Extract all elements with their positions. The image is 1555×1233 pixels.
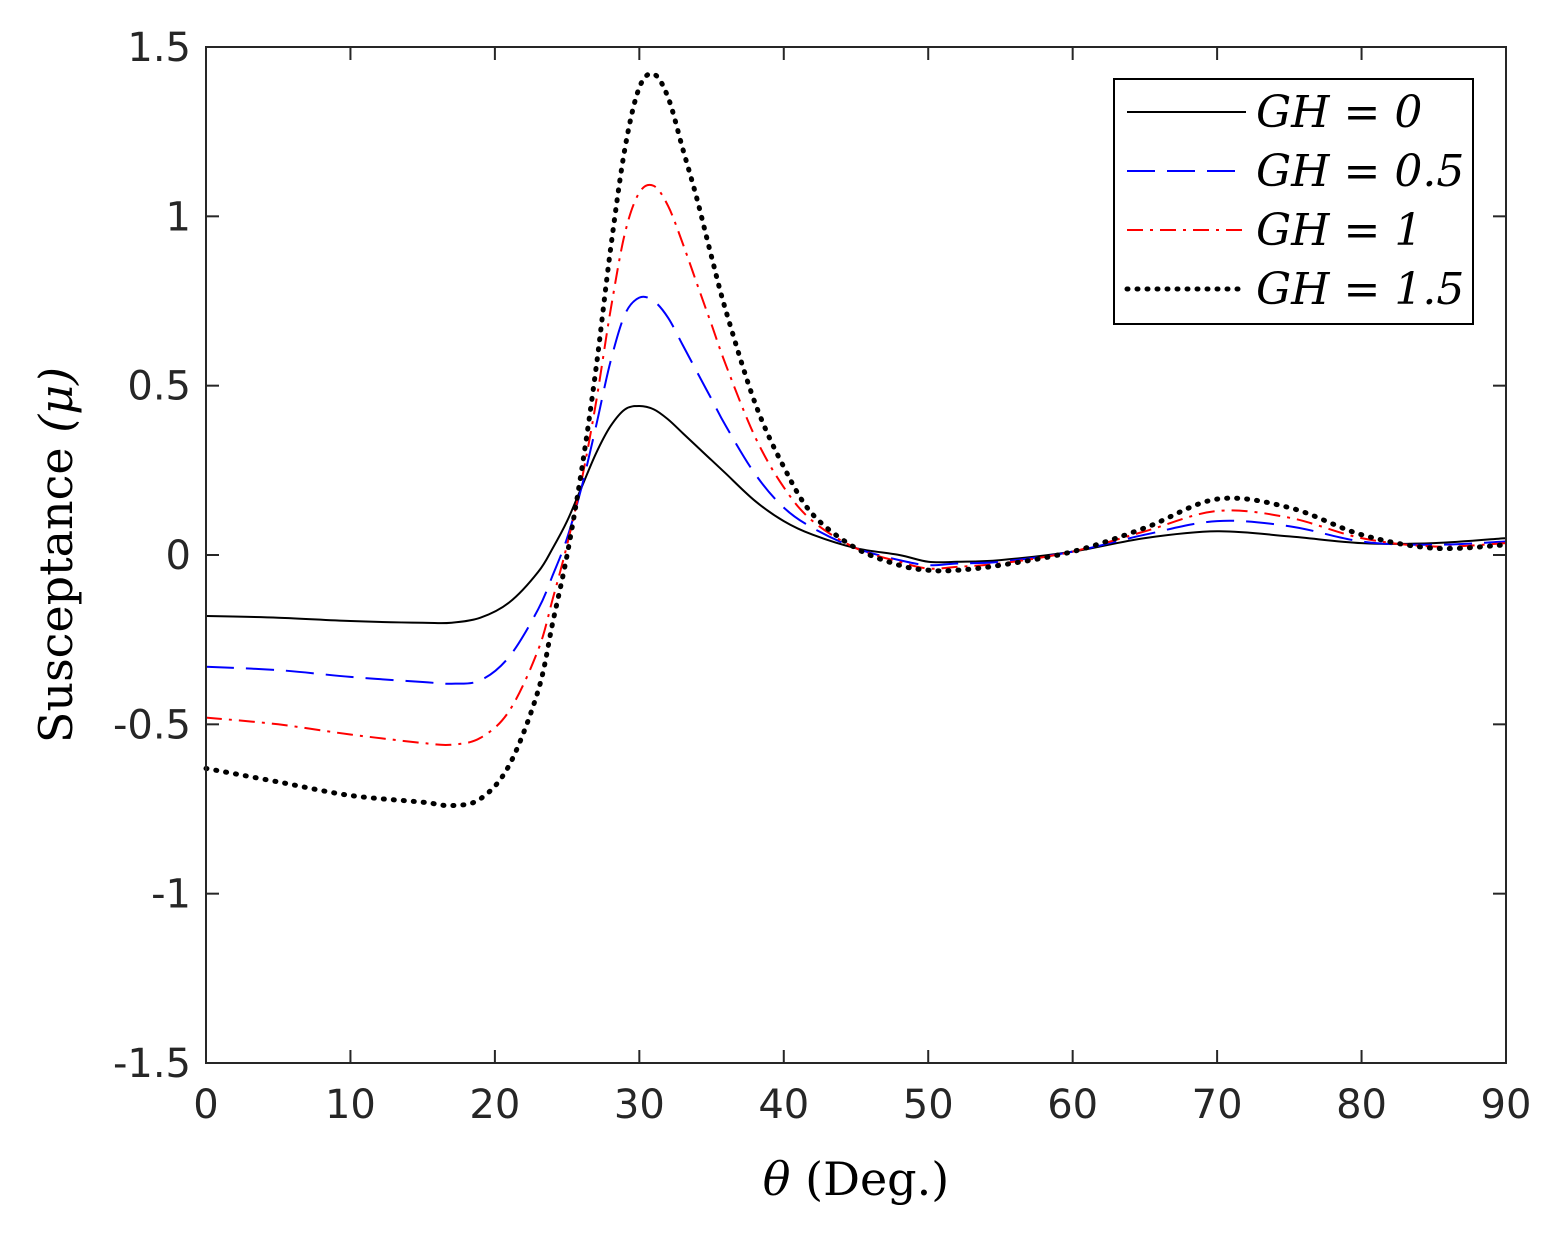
y-axis-title: Susceptance (μ) — [29, 367, 83, 743]
y-axis-text: Susceptance — [29, 447, 83, 743]
y-tick-label: 0.5 — [127, 364, 191, 410]
y-tick-label: 1.5 — [127, 25, 191, 71]
x-axis-symbol: θ — [763, 1152, 791, 1206]
x-tick-label: 30 — [614, 1082, 665, 1128]
y-tick-label: -0.5 — [113, 702, 191, 748]
legend-label-1: GH = 0.5 — [1256, 146, 1464, 197]
y-tick-label: 1 — [166, 194, 191, 240]
y-tick-label: -1 — [151, 872, 191, 918]
series-line-2 — [205, 183, 1507, 747]
y-axis-symbol: (μ) — [29, 367, 83, 433]
x-tick-label: 10 — [325, 1082, 376, 1128]
x-tick-label: 70 — [1192, 1082, 1243, 1128]
tick-labels-layer: 0 10 20 30 40 50 60 70 80 90 -1.5 -1 -0.5 0 0.5 1 1.5 — [113, 25, 1532, 1128]
legend-box — [1113, 78, 1474, 325]
x-tick-label: 90 — [1481, 1082, 1532, 1128]
series-line-0 — [205, 405, 1507, 625]
x-tick-label: 80 — [1336, 1082, 1387, 1128]
x-tick-label: 40 — [758, 1082, 809, 1128]
series-line-1 — [205, 295, 1507, 685]
series-layer — [203, 71, 1509, 809]
y-tick-label: 0 — [166, 533, 191, 579]
plot-frame — [205, 46, 1507, 1064]
x-tick-label: 50 — [903, 1082, 954, 1128]
legend-label-0: GH = 0 — [1256, 87, 1422, 138]
x-axis-unit: (Deg.) — [805, 1152, 949, 1206]
y-tick-label: -1.5 — [113, 1041, 191, 1087]
series-line-3 — [203, 71, 1509, 809]
x-tick-label: 60 — [1047, 1082, 1098, 1128]
x-axis-title: θ (Deg.) — [763, 1152, 949, 1206]
legend-label-2: GH = 1 — [1256, 205, 1422, 256]
legend-label-3: GH = 1.5 — [1256, 264, 1464, 315]
x-tick-label: 0 — [193, 1082, 218, 1128]
legend: GH = 0 GH = 0.5 GH = 1 GH = 1.5 — [1113, 78, 1474, 325]
x-tick-label: 20 — [469, 1082, 520, 1128]
